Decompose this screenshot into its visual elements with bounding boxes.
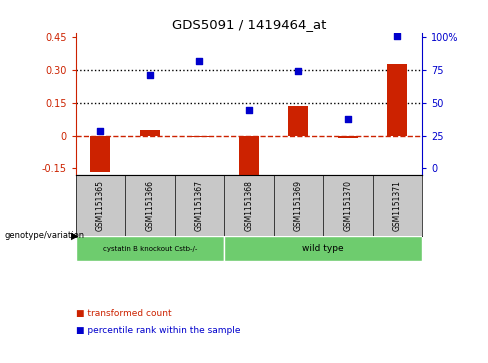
Text: GSM1151371: GSM1151371 — [393, 180, 402, 231]
Text: genotype/variation: genotype/variation — [5, 232, 85, 240]
Text: GSM1151368: GSM1151368 — [244, 180, 253, 231]
Text: GSM1151365: GSM1151365 — [96, 180, 105, 231]
Text: wild type: wild type — [302, 244, 344, 253]
Text: cystatin B knockout Cstb-/-: cystatin B knockout Cstb-/- — [102, 246, 197, 252]
Text: GSM1151369: GSM1151369 — [294, 180, 303, 231]
Title: GDS5091 / 1419464_at: GDS5091 / 1419464_at — [172, 19, 326, 32]
Bar — [288, 106, 308, 135]
Point — [245, 107, 253, 113]
Text: GSM1151370: GSM1151370 — [344, 180, 352, 231]
Bar — [338, 135, 358, 138]
Text: ■ percentile rank within the sample: ■ percentile rank within the sample — [76, 326, 240, 335]
Bar — [224, 236, 422, 261]
Bar — [90, 135, 110, 172]
Text: ▶: ▶ — [71, 231, 78, 241]
Text: GSM1151367: GSM1151367 — [195, 180, 204, 231]
Bar — [387, 64, 407, 135]
Point — [393, 33, 401, 39]
Point — [294, 68, 302, 74]
Bar — [76, 236, 224, 261]
Point — [146, 73, 154, 78]
Bar — [189, 135, 209, 136]
Bar — [239, 135, 259, 176]
Point — [97, 128, 104, 134]
Text: GSM1151366: GSM1151366 — [145, 180, 154, 231]
Bar — [140, 130, 160, 135]
Text: ■ transformed count: ■ transformed count — [76, 310, 171, 318]
Point — [196, 58, 203, 64]
Point — [344, 116, 352, 122]
